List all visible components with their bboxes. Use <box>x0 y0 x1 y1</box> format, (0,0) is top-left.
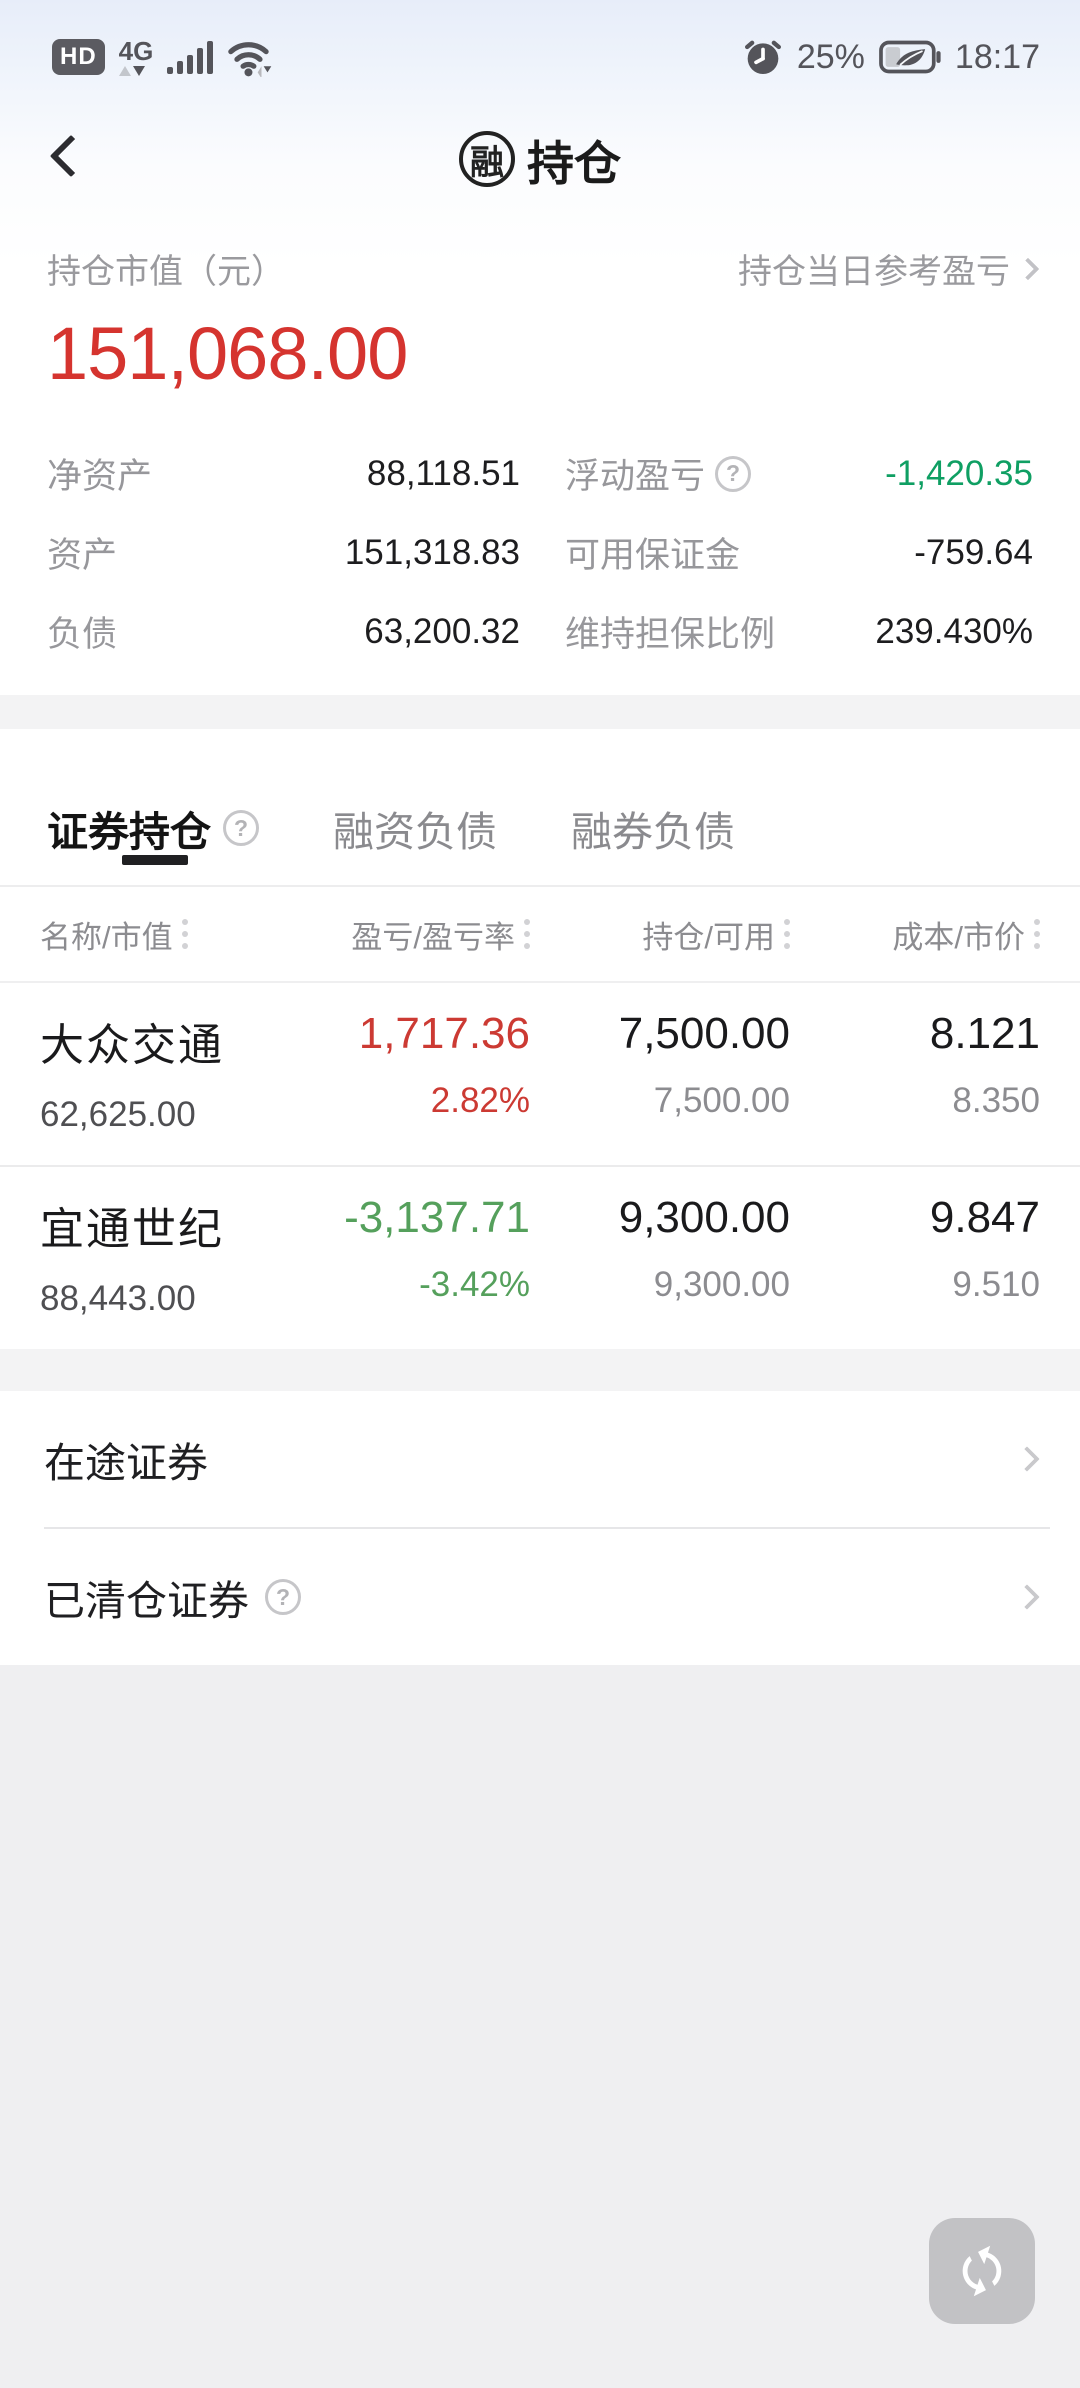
account-stats: 净资产 88,118.51 浮动盈亏 ? -1,420.35 资产 151,31… <box>0 448 1080 657</box>
stat-label-text: 浮动盈亏 <box>565 457 706 496</box>
account-summary-card: HD 4G <box>0 0 1080 695</box>
market-price: 8.350 <box>952 1081 1040 1120</box>
signal-strength-icon <box>167 40 214 74</box>
chevron-right-icon <box>1016 257 1040 280</box>
market-price: 9.510 <box>952 1265 1040 1304</box>
section-divider <box>0 1349 1080 1391</box>
data-arrows-icon <box>118 66 145 76</box>
stat-value: -759.64 <box>914 532 1033 572</box>
stock-name: 大众交通 <box>40 1021 224 1070</box>
column-header-label: 成本/市价 <box>892 919 1025 955</box>
battery-percent-label: 25% <box>796 37 865 76</box>
section-divider <box>0 695 1080 729</box>
cost-price: 9.847 <box>929 1193 1040 1242</box>
pnl-rate: 2.82% <box>430 1081 530 1120</box>
help-icon[interactable]: ? <box>265 1579 301 1615</box>
table-header-row: 名称/市值 盈亏/盈亏率 持仓/可用 成本/市价 <box>0 887 1080 983</box>
stock-market-value: 88,443.00 <box>40 1279 196 1318</box>
status-bar: HD 4G <box>0 0 1080 100</box>
column-options-icon <box>1034 919 1040 949</box>
column-options-icon <box>784 919 790 949</box>
pnl-rate: -3.42% <box>419 1265 530 1304</box>
tab-short-debt[interactable]: 融券负债 <box>571 809 735 855</box>
wifi-icon <box>228 42 272 77</box>
stat-value: -1,420.35 <box>885 453 1033 493</box>
column-header-label: 名称/市值 <box>40 919 173 955</box>
available-qty: 9,300.00 <box>653 1265 790 1304</box>
column-options-icon <box>524 919 530 949</box>
stat-label: 维持担保比例 <box>565 615 776 654</box>
stock-name: 宜通世纪 <box>40 1205 224 1254</box>
column-header-label: 持仓/可用 <box>642 919 775 955</box>
column-header-name[interactable]: 名称/市值 <box>40 912 290 957</box>
row-divider <box>44 1527 1050 1529</box>
cleared-securities-row[interactable]: 已清仓证券 ? <box>0 1529 1080 1665</box>
page-title: 融 持仓 <box>459 125 621 194</box>
page-title-label: 持仓 <box>527 136 621 190</box>
chevron-right-icon <box>1014 1584 1040 1610</box>
stat-value: 88,118.51 <box>366 453 520 493</box>
stat-label: 浮动盈亏 ? <box>520 448 850 499</box>
in-transit-label: 在途证券 <box>44 1440 208 1486</box>
cleared-label: 已清仓证券 <box>44 1578 249 1624</box>
stat-label: 负债 <box>47 615 118 654</box>
network-type-label: 4G <box>118 36 154 66</box>
battery-saver-icon <box>879 40 941 74</box>
day-pnl-link-label: 持仓当日参考盈亏 <box>738 253 1010 291</box>
hd-badge-icon: HD <box>52 39 105 75</box>
chevron-right-icon <box>1014 1446 1040 1472</box>
stat-label: 净资产 <box>47 457 153 496</box>
column-header-position[interactable]: 持仓/可用 <box>530 912 790 957</box>
help-icon[interactable]: ? <box>715 455 752 492</box>
column-header-label: 盈亏/盈亏率 <box>351 919 515 955</box>
position-qty: 9,300.00 <box>618 1193 790 1242</box>
holding-row[interactable]: 大众交通 62,625.00 1,717.36 2.82% 7,500.00 7… <box>0 983 1080 1165</box>
tab-securities-holdings[interactable]: 证券持仓 ? <box>47 798 259 858</box>
clock-time-label: 18:17 <box>954 37 1040 76</box>
day-pnl-link[interactable]: 持仓当日参考盈亏 <box>738 244 1040 293</box>
tab-label: 证券持仓 <box>47 809 211 855</box>
stat-value: 151,318.83 <box>344 532 520 572</box>
stat-label: 可用保证金 <box>565 536 741 575</box>
column-header-pnl[interactable]: 盈亏/盈亏率 <box>290 912 530 957</box>
stat-value: 239.430% <box>875 611 1033 651</box>
holding-row[interactable]: 宜通世纪 88,443.00 -3,137.71 -3.42% 9,300.00… <box>0 1165 1080 1349</box>
nav-header: 融 持仓 <box>0 100 1080 218</box>
pnl-value: -3,137.71 <box>344 1193 530 1242</box>
network-type-icon: 4G <box>118 36 154 76</box>
position-qty: 7,500.00 <box>618 1009 790 1058</box>
stat-label: 资产 <box>47 536 118 575</box>
help-icon[interactable]: ? <box>223 810 259 846</box>
tab-margin-debt[interactable]: 融资负债 <box>333 809 497 855</box>
available-qty: 7,500.00 <box>653 1081 790 1120</box>
refresh-icon <box>962 2245 1002 2297</box>
active-tab-underline <box>122 855 188 865</box>
stock-market-value: 62,625.00 <box>40 1095 196 1134</box>
column-options-icon <box>181 919 188 949</box>
stat-value: 63,200.32 <box>364 611 520 651</box>
market-value: 151,068.00 <box>47 312 408 395</box>
cost-price: 8.121 <box>929 1009 1040 1058</box>
margin-logo-icon: 融 <box>459 131 515 187</box>
refresh-button[interactable] <box>929 2218 1035 2324</box>
market-value-label: 持仓市值（元） <box>47 253 285 291</box>
pnl-value: 1,717.36 <box>358 1009 530 1058</box>
alarm-clock-icon <box>744 40 781 74</box>
in-transit-securities-row[interactable]: 在途证券 <box>0 1391 1080 1527</box>
column-header-cost[interactable]: 成本/市价 <box>790 912 1040 957</box>
holdings-tabs: 证券持仓 ? 融资负债 融券负债 <box>0 729 1080 887</box>
back-chevron-icon[interactable] <box>49 134 93 178</box>
